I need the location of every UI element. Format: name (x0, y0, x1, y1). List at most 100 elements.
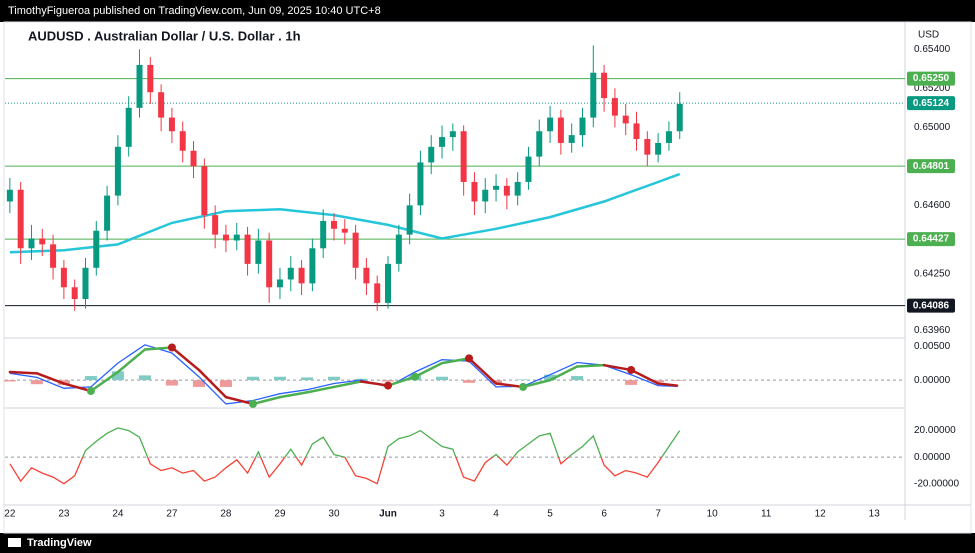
signal-segment (332, 380, 363, 389)
candle-body (82, 267, 89, 299)
x-tick-label: 10 (707, 509, 719, 520)
candle-body (676, 103, 683, 132)
candle-body (125, 107, 132, 147)
signal-segment (116, 348, 147, 374)
candle-body (493, 185, 500, 190)
x-tick-label: 27 (166, 509, 178, 520)
cross-dot (465, 354, 474, 363)
candle-body (590, 72, 597, 118)
x-tick-label: 22 (4, 509, 16, 520)
candle-body (17, 189, 24, 249)
candle-body (471, 181, 478, 202)
histogram-bar (138, 375, 151, 381)
candle-body (406, 205, 413, 235)
chart-title: AUDUSD . Australian Dollar / U.S. Dollar… (28, 28, 301, 43)
candle-body (374, 283, 381, 303)
histogram-bar (165, 380, 178, 386)
signal-segment (35, 372, 66, 385)
logo-mark (8, 538, 21, 547)
candle-body (104, 195, 111, 231)
histogram-bar (273, 376, 286, 381)
candle-body (363, 267, 370, 284)
candle-body (341, 228, 348, 233)
candle-body (352, 232, 359, 268)
signal-segment (305, 385, 336, 394)
level-label: 0.65250 (913, 73, 950, 84)
candle-body (179, 131, 186, 151)
cross-dot (627, 365, 636, 374)
signal-segment (467, 357, 498, 385)
candle-body (28, 238, 35, 249)
signal-segment (143, 346, 174, 351)
publisher-text: TimothyFigueroa published on TradingView… (8, 5, 381, 17)
histogram-bar (300, 377, 313, 381)
x-tick-label: 12 (815, 509, 827, 520)
signal-segment (8, 370, 39, 375)
x-tick-label: 13 (869, 509, 881, 520)
signal-segment (602, 363, 633, 372)
candle-body (395, 234, 402, 264)
candle-body (665, 131, 672, 143)
candle-body (633, 123, 640, 140)
oscillator-line-up (81, 427, 681, 458)
y-tick-label: 0.64600 (914, 200, 951, 211)
x-tick-label: Jun (379, 509, 397, 520)
signal-segment (656, 382, 679, 387)
level-label-box (907, 71, 955, 86)
histogram-bar (30, 380, 43, 385)
candle-body (330, 220, 337, 229)
signal-segment (278, 391, 309, 399)
x-tick-label: 29 (274, 509, 286, 520)
candle-body (428, 146, 435, 163)
histogram-bar (382, 380, 395, 382)
x-tick-label: 30 (328, 509, 340, 520)
signal-segment (548, 365, 579, 382)
y-tick-label: 0.65000 (914, 122, 951, 133)
histogram-bar (544, 374, 557, 381)
signal-segment (413, 361, 444, 378)
x-tick-label: 5 (547, 509, 553, 520)
candle-body (449, 131, 456, 138)
candle-body (168, 117, 175, 132)
candle-body (568, 135, 575, 143)
candle-body (557, 117, 564, 143)
candle-body (255, 240, 262, 264)
signal-segment (494, 382, 525, 389)
candle-body (71, 287, 78, 299)
candle-body (50, 244, 57, 268)
candle-body (136, 64, 143, 108)
y-tick-label: 0.65200 (914, 83, 951, 94)
candle-body (385, 263, 392, 303)
cross-dot (167, 343, 176, 352)
candle-body (320, 220, 327, 249)
y-tick-label: 0.63960 (914, 325, 951, 336)
level-label: 0.65124 (913, 98, 950, 109)
candle-body (482, 189, 489, 202)
candle-body (276, 279, 283, 288)
candle-body (601, 72, 608, 99)
signal-segment (251, 395, 282, 406)
candle-body (244, 234, 251, 264)
histogram-bar (671, 380, 684, 381)
level-label: 0.64086 (913, 300, 950, 311)
candle-body (547, 117, 554, 132)
signal-segment (575, 363, 606, 368)
histogram-bar (463, 380, 476, 383)
candle-body (6, 189, 13, 202)
x-tick-label: 24 (112, 509, 124, 520)
candle-body (309, 248, 316, 284)
cross-dot (411, 372, 420, 381)
candle-body (460, 131, 467, 182)
histogram-bar (192, 380, 205, 387)
y-tick-label: 20.00000 (914, 425, 956, 436)
histogram-bar (3, 380, 16, 382)
signal-segment (359, 380, 390, 387)
histogram-bar (84, 376, 97, 381)
candle-body (525, 156, 532, 182)
cross-dot (519, 382, 528, 391)
y-tick-label: 0.00000 (914, 452, 951, 463)
cross-dot (86, 387, 95, 396)
level-label-box (907, 159, 955, 174)
histogram-bar (571, 376, 584, 381)
signal-segment (629, 368, 660, 385)
